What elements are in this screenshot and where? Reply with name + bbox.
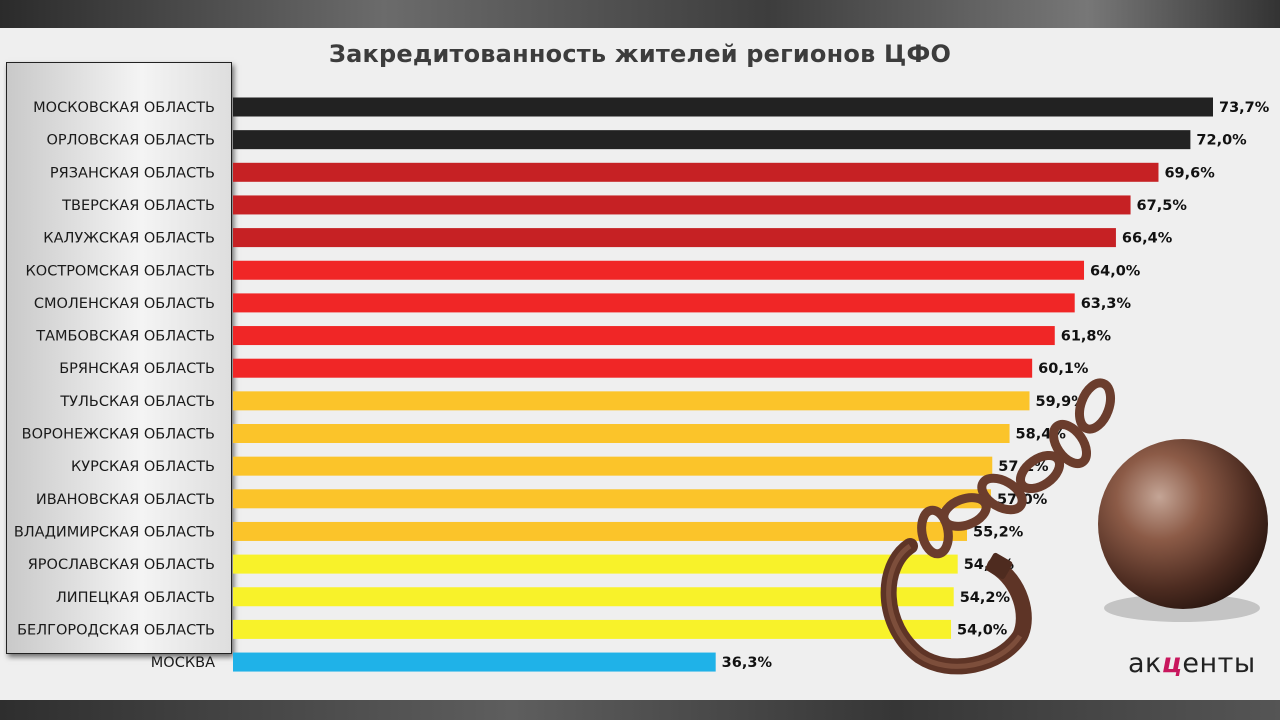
bar [233, 293, 1075, 313]
category-label: ЯРОСЛАВСКАЯ ОБЛАСТЬ [28, 557, 215, 573]
akcenty-logo: акценты [1128, 648, 1256, 679]
category-label: ВЛАДИМИРСКАЯ ОБЛАСТЬ [14, 524, 215, 540]
bar [233, 97, 1213, 117]
category-label: КУРСКАЯ ОБЛАСТЬ [71, 459, 215, 475]
category-label: МОСКВА [151, 655, 215, 671]
bar [233, 195, 1131, 215]
category-label: КОСТРОМСКАЯ ОБЛАСТЬ [26, 263, 216, 279]
bar [233, 489, 991, 509]
value-label: 54,0% [957, 622, 1008, 638]
bar [233, 228, 1116, 248]
value-label: 36,3% [722, 655, 773, 671]
value-label: 66,4% [1122, 231, 1173, 247]
background-top [0, 0, 1280, 28]
category-label: КАЛУЖСКАЯ ОБЛАСТЬ [43, 231, 215, 247]
category-label: РЯЗАНСКАЯ ОБЛАСТЬ [50, 165, 215, 181]
bar [233, 424, 1010, 443]
bar [233, 162, 1159, 182]
value-label: 63,3% [1081, 296, 1132, 312]
category-label: СМОЛЕНСКАЯ ОБЛАСТЬ [34, 296, 215, 312]
category-label: БРЯНСКАЯ ОБЛАСТЬ [59, 361, 215, 377]
bar [233, 358, 1033, 378]
category-label: ТВЕРСКАЯ ОБЛАСТЬ [61, 198, 215, 214]
bar [233, 260, 1085, 280]
category-label: МОСКОВСКАЯ ОБЛАСТЬ [33, 100, 215, 116]
bar [233, 587, 954, 607]
category-label: ТАМБОВСКАЯ ОБЛАСТЬ [35, 329, 215, 345]
category-label: ИВАНОВСКАЯ ОБЛАСТЬ [36, 492, 215, 508]
category-label: БЕЛГОРОДСКАЯ ОБЛАСТЬ [17, 622, 215, 638]
bar [233, 326, 1055, 346]
chart-title: Закредитованность жителей регионов ЦФО [328, 40, 952, 68]
bar [233, 130, 1191, 150]
ball-and-chain-icon [880, 378, 1268, 675]
bar [233, 521, 968, 541]
category-label-panel [6, 62, 232, 654]
value-label: 73,7% [1219, 100, 1270, 116]
value-label: 72,0% [1196, 133, 1247, 149]
value-label: 59,9% [1035, 394, 1086, 410]
value-label: 54,2% [960, 590, 1011, 606]
value-label: 67,5% [1137, 198, 1188, 214]
bar [233, 652, 716, 672]
bar [233, 619, 952, 639]
value-label: 60,1% [1038, 361, 1089, 377]
bar [233, 554, 958, 574]
bar [233, 391, 1030, 411]
category-label: ОРЛОВСКАЯ ОБЛАСТЬ [46, 133, 215, 149]
value-label: 61,8% [1061, 329, 1112, 345]
category-label: ТУЛЬСКАЯ ОБЛАСТЬ [59, 394, 215, 410]
category-label: ВОРОНЕЖСКАЯ ОБЛАСТЬ [22, 427, 215, 443]
background-bottom [0, 700, 1280, 720]
category-label: ЛИПЕЦКАЯ ОБЛАСТЬ [56, 590, 215, 606]
value-label: 64,0% [1090, 263, 1141, 279]
value-label: 55,2% [973, 524, 1024, 540]
bar [233, 456, 993, 476]
value-label: 69,6% [1164, 165, 1215, 181]
